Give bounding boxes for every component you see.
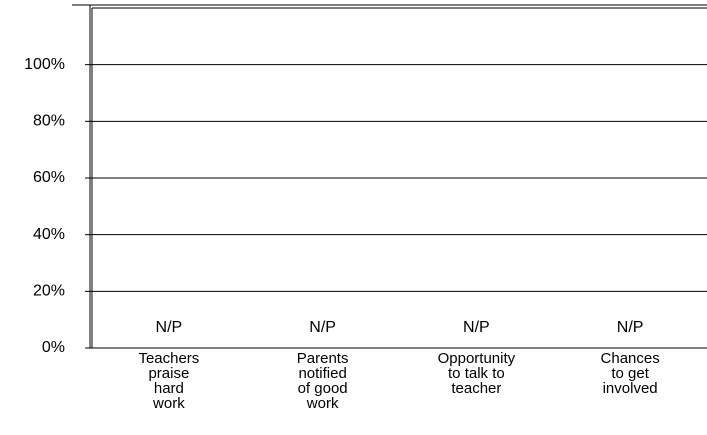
- y-tick-label: 100%: [24, 56, 65, 73]
- value-label: N/P: [156, 319, 183, 336]
- value-label: N/P: [617, 319, 644, 336]
- y-tick-label: 20%: [33, 283, 65, 300]
- x-tick-label: Opportunity to talk to teacher: [437, 350, 516, 397]
- x-tick-label: Teachers praise hard work: [138, 350, 200, 412]
- y-tick-label: 60%: [33, 169, 65, 186]
- value-label: N/P: [463, 319, 490, 336]
- x-tick-label: Parents notified of good work: [296, 350, 349, 412]
- value-label: N/P: [309, 319, 336, 336]
- y-tick-label: 80%: [33, 113, 65, 130]
- y-tick-label: 0%: [42, 339, 65, 356]
- x-tick-label: Chances to get involved: [600, 350, 660, 397]
- y-tick-label: 40%: [33, 226, 65, 243]
